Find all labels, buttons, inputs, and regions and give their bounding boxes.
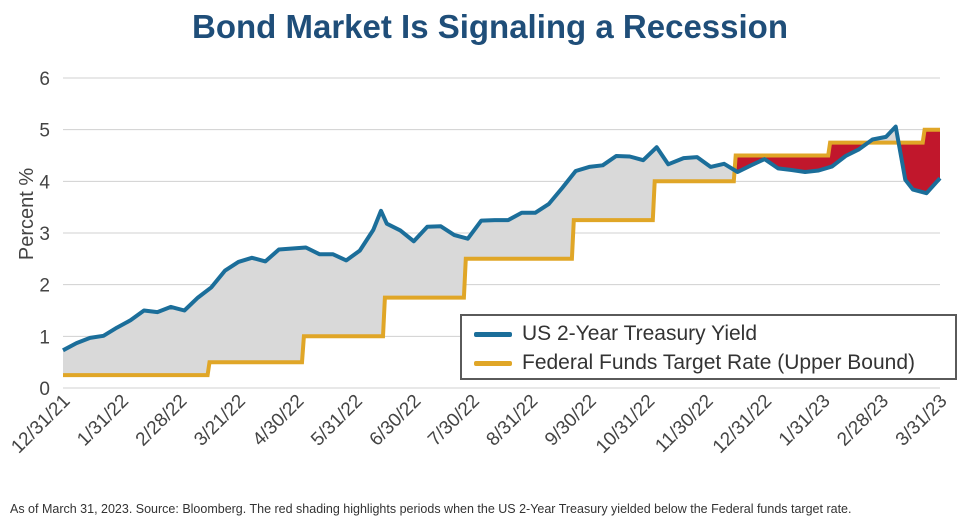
x-tick-label: 11/30/22 [651,391,717,457]
x-tick-label: 12/31/21 [7,391,74,458]
fed-funds-rate-line [63,127,940,378]
x-tick-label: 2/28/22 [132,391,192,451]
x-tick-label: 3/31/23 [892,391,952,451]
x-tick-label: 2/28/23 [833,391,893,451]
x-tick-label: 8/31/22 [483,391,543,451]
series-lines [62,124,942,378]
x-tick-label: 10/31/22 [592,391,659,458]
x-tick-label: 1/31/23 [775,391,835,451]
x-tick-label: 6/30/22 [366,391,426,451]
chart-title: Bond Market Is Signaling a Recession [192,8,788,45]
legend-swatch-treasury [474,331,512,337]
treasury-yield-line [62,124,942,353]
y-tick-label: 4 [39,172,50,193]
legend-label-treasury: US 2-Year Treasury Yield [522,322,758,345]
x-tick-label: 1/31/22 [73,391,133,451]
y-tick-label: 0 [39,379,50,400]
spread-shading [63,127,899,376]
y-tick-label: 2 [39,276,50,297]
legend-item-treasury: US 2-Year Treasury Yield [474,320,757,348]
y-tick-label: 3 [39,224,50,245]
y-tick-label: 6 [39,69,50,90]
footnote: As of March 31, 2023. Source: Bloomberg.… [10,502,852,516]
legend: US 2-Year Treasury Yield Federal Funds T… [460,314,957,380]
legend-item-fed-funds: Federal Funds Target Rate (Upper Bound) [474,349,915,377]
x-tick-label: 5/31/22 [307,391,367,451]
x-tick-label: 9/30/22 [541,391,601,451]
x-tick-label: 4/30/22 [249,391,309,451]
y-axis-label: Percent % [16,168,38,260]
x-tick-label: 7/30/22 [424,391,484,451]
x-tick-labels: 12/31/211/31/222/28/223/21/224/30/225/31… [7,391,951,458]
y-tick-label: 5 [39,121,50,142]
x-tick-label: 3/21/22 [190,391,250,451]
y-tick-label: 1 [39,327,50,348]
legend-label-fed-funds: Federal Funds Target Rate (Upper Bound) [522,351,915,374]
y-tick-labels: 0 1 2 3 4 5 6 [39,69,50,400]
legend-swatch-fed-funds [474,360,512,366]
x-tick-label: 12/31/22 [709,391,776,458]
